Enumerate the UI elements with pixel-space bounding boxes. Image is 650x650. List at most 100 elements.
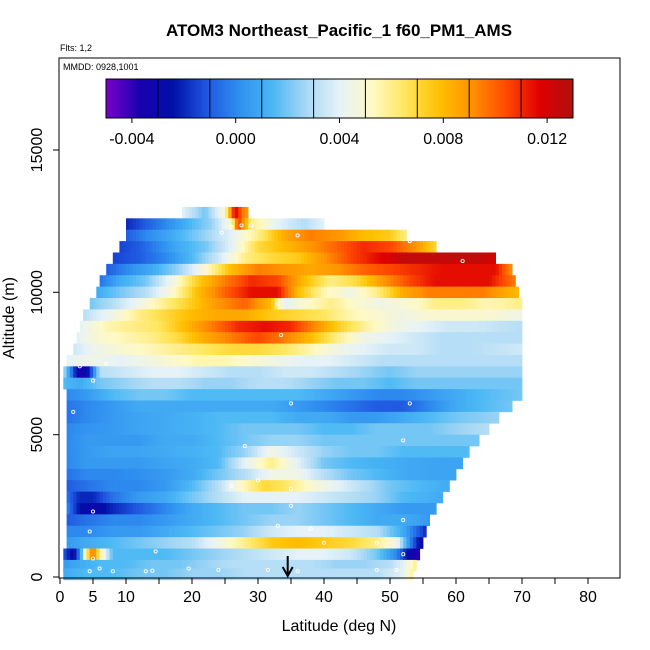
heatmap-cell [330, 343, 335, 356]
heatmap-cell [122, 354, 127, 367]
heatmap-cell [297, 514, 302, 527]
heatmap-cell [159, 400, 163, 413]
heatmap-cell [366, 446, 371, 458]
heatmap-cell [211, 480, 216, 492]
heatmap-cell [225, 343, 229, 356]
heatmap-cell [304, 568, 308, 581]
heatmap-cell [258, 298, 262, 310]
heatmap-cell [145, 252, 150, 265]
heatmap-cell [300, 457, 305, 470]
heatmap-cell [383, 568, 388, 581]
heatmap-cell [360, 298, 364, 310]
heatmap-cell [175, 548, 180, 561]
heatmap-cell [135, 548, 140, 561]
heatmap-cell [343, 252, 348, 265]
heatmap-cell [426, 480, 430, 492]
heatmap-cell [162, 252, 166, 265]
heatmap-cell [393, 491, 397, 504]
heatmap-cell [512, 275, 516, 287]
heatmap-cell [469, 309, 473, 322]
heatmap-cell [343, 457, 348, 470]
heatmap-cell [185, 502, 190, 515]
heatmap-cell [409, 354, 414, 367]
heatmap-cell [215, 366, 219, 379]
heatmap-cell [76, 525, 81, 538]
heatmap-cell [155, 537, 160, 549]
heatmap-cell [89, 514, 94, 527]
heatmap-cell [304, 457, 308, 470]
heatmap-cell [152, 514, 157, 527]
heatmap-cell [277, 468, 282, 481]
heatmap-cell [485, 366, 490, 379]
heatmap-cell [479, 332, 483, 344]
heatmap-cell [413, 389, 417, 401]
heatmap-cell [192, 218, 196, 231]
heatmap-cell [152, 320, 157, 333]
heatmap-cell [89, 377, 94, 390]
heatmap-cell [139, 446, 143, 458]
heatmap-cell [188, 434, 193, 447]
colorbar-segment [452, 79, 455, 118]
colorbar-segment [267, 79, 270, 118]
heatmap-cell [366, 286, 371, 299]
heatmap-cell [195, 491, 199, 504]
heatmap-cell [96, 389, 100, 401]
heatmap-cell [304, 309, 308, 322]
heatmap-cell [155, 309, 160, 322]
heatmap-cell [281, 411, 285, 424]
heatmap-cell [469, 434, 473, 447]
heatmap-cell [142, 320, 147, 333]
heatmap-cell [96, 434, 100, 447]
heatmap-cell [175, 525, 180, 538]
heatmap-cell [225, 354, 229, 367]
heatmap-cell [165, 354, 170, 367]
heatmap-cell [271, 354, 275, 367]
heatmap-cell [139, 400, 143, 413]
heatmap-cell [73, 468, 77, 481]
heatmap-cell [366, 377, 371, 390]
heatmap-cell [432, 252, 437, 265]
heatmap-cell [198, 548, 203, 561]
colorbar-segment [564, 79, 568, 118]
colorbar-segment [507, 79, 510, 118]
heatmap-cell [396, 468, 401, 481]
heatmap-cell [162, 537, 166, 549]
heatmap-cell [116, 525, 120, 538]
heatmap-cell [99, 446, 104, 458]
heatmap-cell [165, 525, 170, 538]
sample-marker [229, 224, 234, 229]
heatmap-cell [353, 468, 358, 481]
heatmap-cell [324, 389, 328, 401]
heatmap-cell [429, 377, 434, 390]
heatmap-cell [330, 252, 335, 265]
heatmap-cell [264, 286, 269, 299]
heatmap-cell [399, 502, 404, 515]
heatmap-cell [307, 400, 312, 413]
heatmap-cell [135, 298, 140, 310]
heatmap-cell [145, 366, 150, 379]
heatmap-cell [390, 320, 394, 333]
heatmap-cell [403, 446, 407, 458]
heatmap-cell [357, 537, 361, 549]
heatmap-cell [456, 320, 460, 333]
heatmap-cell [396, 400, 401, 413]
heatmap-cell [89, 389, 94, 401]
heatmap-cell [208, 548, 213, 561]
heatmap-cell [294, 241, 298, 253]
heatmap-cell [366, 514, 371, 527]
heatmap-cell [277, 389, 282, 401]
heatmap-cell [320, 354, 325, 367]
heatmap-cell [383, 491, 388, 504]
heatmap-cell [116, 366, 120, 379]
heatmap-cell [76, 548, 81, 561]
heatmap-cell [277, 400, 282, 413]
heatmap-cell [459, 423, 463, 435]
heatmap-cell [485, 411, 490, 424]
heatmap-cell [175, 298, 180, 310]
heatmap-cell [96, 457, 100, 470]
heatmap-cell [188, 537, 193, 549]
heatmap-cell [502, 343, 506, 356]
heatmap-cell [79, 548, 84, 561]
heatmap-cell [393, 400, 397, 413]
heatmap-cell [198, 434, 203, 447]
